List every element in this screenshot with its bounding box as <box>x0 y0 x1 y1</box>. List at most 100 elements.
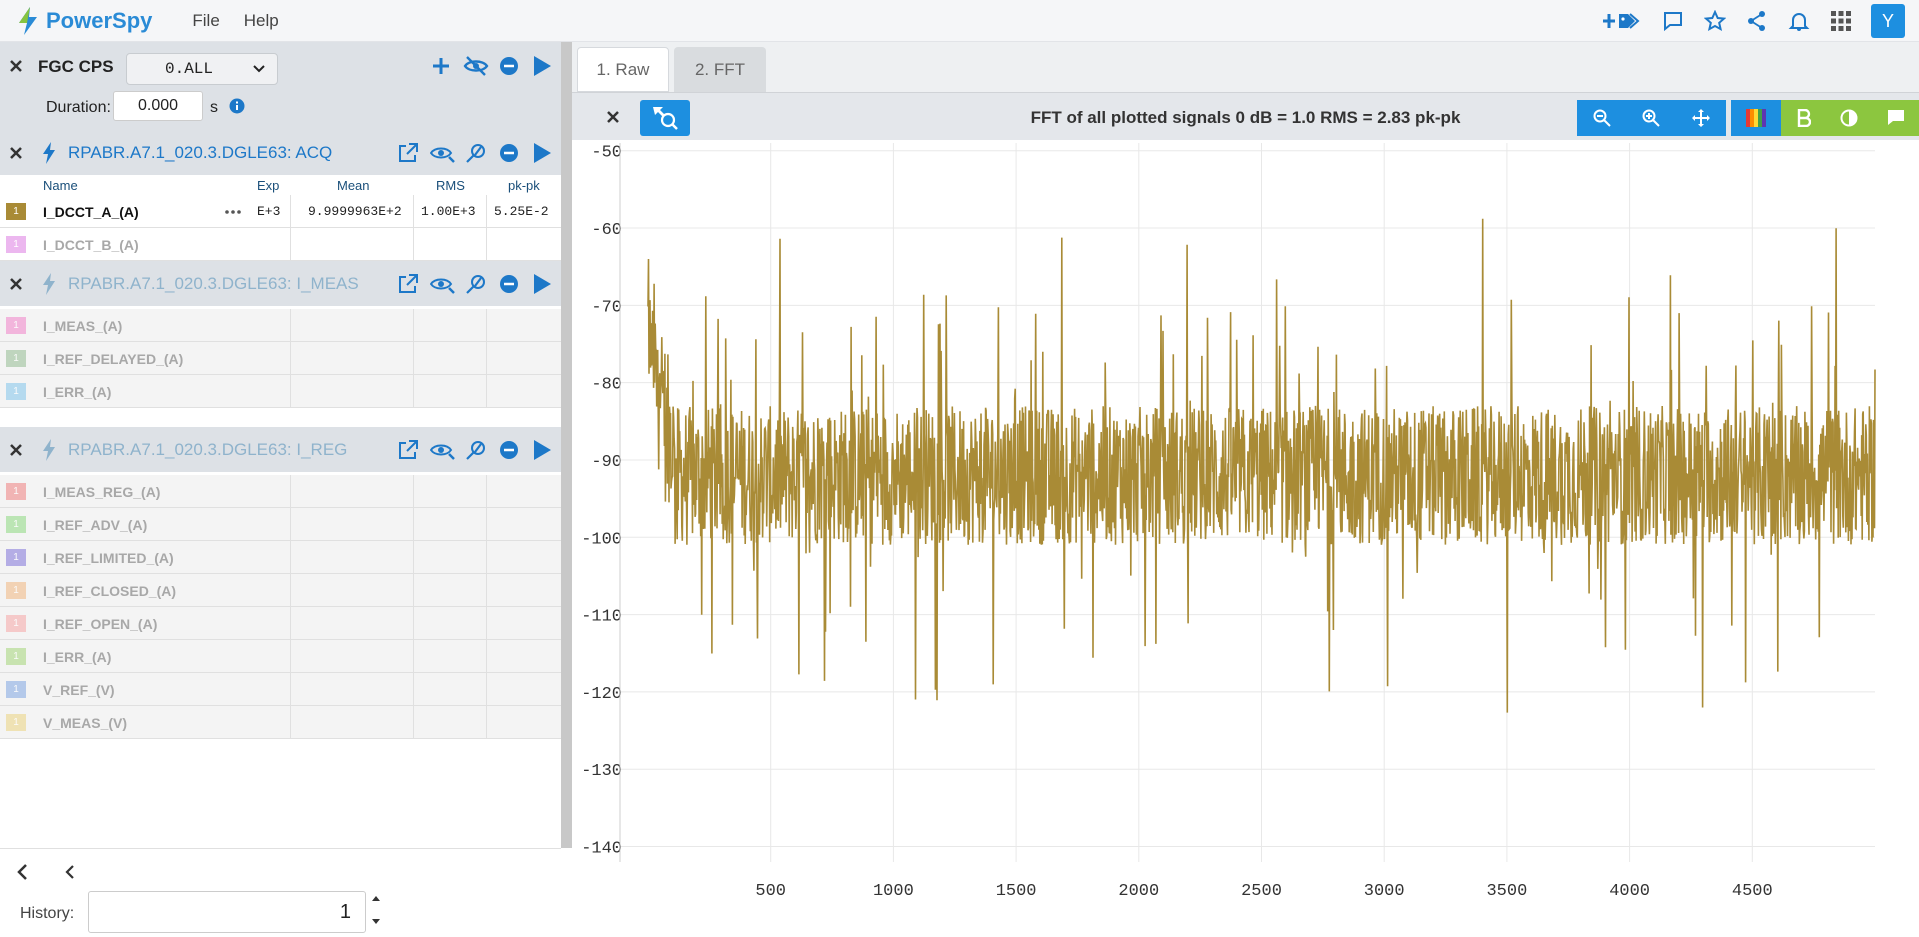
eye-zoom-icon[interactable] <box>430 271 456 297</box>
cell-divider <box>290 309 291 342</box>
cell-divider <box>413 607 414 640</box>
remove-group-icon[interactable] <box>496 140 522 166</box>
remove-icon[interactable] <box>496 53 522 79</box>
close-group-icon[interactable] <box>8 276 24 292</box>
panel-resizer[interactable] <box>561 42 572 848</box>
signal-pkpk: 5.25E-2 <box>494 204 549 219</box>
user-avatar[interactable]: Y <box>1871 4 1905 38</box>
signal-name: I_MEAS_REG_(A) <box>43 484 161 500</box>
search-zoom-icon[interactable] <box>464 140 490 166</box>
info-icon[interactable] <box>229 98 245 114</box>
remove-group-icon[interactable] <box>496 271 522 297</box>
cell-divider <box>413 475 414 508</box>
share-icon[interactable] <box>1745 9 1769 33</box>
plot-title: FFT of all plotted signals 0 dB = 1.0 RM… <box>1030 108 1461 127</box>
signal-color-swatch[interactable]: 1 <box>6 350 26 367</box>
cell-divider <box>413 375 414 408</box>
signal-color-swatch[interactable]: 1 <box>6 681 26 698</box>
signal-row-i-dcct-a-a[interactable]: 1 I_DCCT_A_(A) E+3 9.9999963E+2 1.00E+3 5.25E… <box>0 195 561 228</box>
add-icon[interactable] <box>428 53 454 79</box>
menu-file[interactable]: File <box>192 10 220 30</box>
signal-color-swatch[interactable]: 1 <box>6 317 26 334</box>
duration-input[interactable]: 0.000 <box>113 91 203 121</box>
app-logo[interactable]: PowerSpy <box>16 6 152 35</box>
history-input[interactable]: 1 <box>88 891 366 933</box>
bold-b-icon <box>1797 109 1811 127</box>
signal-row-i-ref-closed-a[interactable]: 1 I_REF_CLOSED_(A) <box>0 574 561 607</box>
signal-row-v-ref-v[interactable]: 1 V_REF_(V) <box>0 673 561 706</box>
open-external-icon[interactable] <box>395 271 421 297</box>
signal-color-swatch[interactable]: 1 <box>6 203 26 220</box>
open-external-icon[interactable] <box>395 437 421 463</box>
fft-chart[interactable]: -50 -60 -70 -80 -90 -100 -110 -120 -130 -140 500 10… <box>572 140 1919 937</box>
close-fgc-icon[interactable] <box>8 58 24 74</box>
remove-group-icon[interactable] <box>496 437 522 463</box>
zoom-in-button[interactable] <box>1626 100 1676 136</box>
signal-color-swatch[interactable]: 1 <box>6 236 26 253</box>
signal-row-i-meas-a[interactable]: 1 I_MEAS_(A) <box>0 309 561 342</box>
spinner-up-icon[interactable] <box>372 895 380 903</box>
cell-divider <box>486 574 487 607</box>
menu-help[interactable]: Help <box>243 10 279 30</box>
close-group-icon[interactable] <box>8 145 24 161</box>
signal-row-v-meas-v[interactable]: 1 V_MEAS_(V) <box>0 706 561 739</box>
signal-row-i-ref-delayed-a[interactable]: 1 I_REF_DELAYED_(A) <box>0 342 561 375</box>
cell-divider <box>290 228 291 261</box>
hide-icon[interactable] <box>463 53 489 79</box>
fgc-select[interactable]: 0.ALL <box>126 53 278 85</box>
signal-row-i-ref-limited-a[interactable]: 1 I_REF_LIMITED_(A) <box>0 541 561 574</box>
signal-row-i-ref-adv-a[interactable]: 1 I_REF_ADV_(A) <box>0 508 561 541</box>
apps-grid-icon[interactable] <box>1829 9 1853 33</box>
signal-row-i-meas-reg-a[interactable]: 1 I_MEAS_REG_(A) <box>0 475 561 508</box>
signal-panel: FGC CPS 0.ALL Duration: 0.000 s RPABR.A7… <box>0 42 561 848</box>
signal-color-swatch[interactable]: 1 <box>6 549 26 566</box>
signal-color-swatch[interactable]: 1 <box>6 483 26 500</box>
cell-divider <box>486 640 487 673</box>
play-group-icon[interactable] <box>529 140 555 166</box>
close-group-icon[interactable] <box>8 442 24 458</box>
signal-mean: 9.9999963E+2 <box>308 204 402 219</box>
cell-divider <box>413 640 414 673</box>
bell-icon[interactable] <box>1787 9 1811 33</box>
add-tag-icon[interactable] <box>1603 9 1643 33</box>
signal-row-i-dcct-b-a[interactable]: 1 I_DCCT_B_(A) <box>0 228 561 261</box>
signal-color-swatch[interactable]: 1 <box>6 714 26 731</box>
bold-button[interactable] <box>1781 100 1826 136</box>
comment-icon[interactable] <box>1661 9 1685 33</box>
tab-raw[interactable]: 1. Raw <box>577 47 669 92</box>
zoom-out-button[interactable] <box>1577 100 1626 136</box>
play-group-icon[interactable] <box>529 271 555 297</box>
spinner-down-icon[interactable] <box>372 917 380 925</box>
close-plot-icon[interactable] <box>606 110 620 124</box>
pan-button[interactable] <box>1676 100 1726 136</box>
eye-zoom-icon[interactable] <box>430 140 456 166</box>
signal-row-i-err-a[interactable]: 1 I_ERR_(A) <box>0 375 561 408</box>
chevron-left-small-icon[interactable] <box>64 864 76 880</box>
signal-row-i-err-a[interactable]: 1 I_ERR_(A) <box>0 640 561 673</box>
signal-color-swatch[interactable]: 1 <box>6 615 26 632</box>
open-external-icon[interactable] <box>395 140 421 166</box>
signal-name: I_REF_OPEN_(A) <box>43 616 158 632</box>
tab-fft[interactable]: 2. FFT <box>674 47 766 92</box>
signal-color-swatch[interactable]: 1 <box>6 648 26 665</box>
play-group-icon[interactable] <box>529 437 555 463</box>
annotation-button[interactable] <box>1872 100 1919 136</box>
signal-color-swatch[interactable]: 1 <box>6 383 26 400</box>
chevron-left-icon[interactable] <box>16 863 30 881</box>
color-palette-button[interactable] <box>1731 100 1781 136</box>
signal-row-i-ref-open-a[interactable]: 1 I_REF_OPEN_(A) <box>0 607 561 640</box>
history-label: History: <box>20 905 75 922</box>
signal-color-swatch[interactable]: 1 <box>6 582 26 599</box>
more-options-icon[interactable] <box>225 210 241 214</box>
zoom-select-button[interactable] <box>640 100 690 136</box>
signal-color-swatch[interactable]: 1 <box>6 516 26 533</box>
play-icon[interactable] <box>529 53 555 79</box>
eye-zoom-icon[interactable] <box>430 437 456 463</box>
search-zoom-icon[interactable] <box>464 437 490 463</box>
group-header: RPABR.A7.1_020.3.DGLE63: ACQ <box>0 130 561 175</box>
search-zoom-icon[interactable] <box>464 271 490 297</box>
cell-divider <box>290 475 291 508</box>
zoom-cursor-icon <box>653 107 678 130</box>
star-icon[interactable] <box>1703 9 1727 33</box>
contrast-button[interactable] <box>1826 100 1872 136</box>
